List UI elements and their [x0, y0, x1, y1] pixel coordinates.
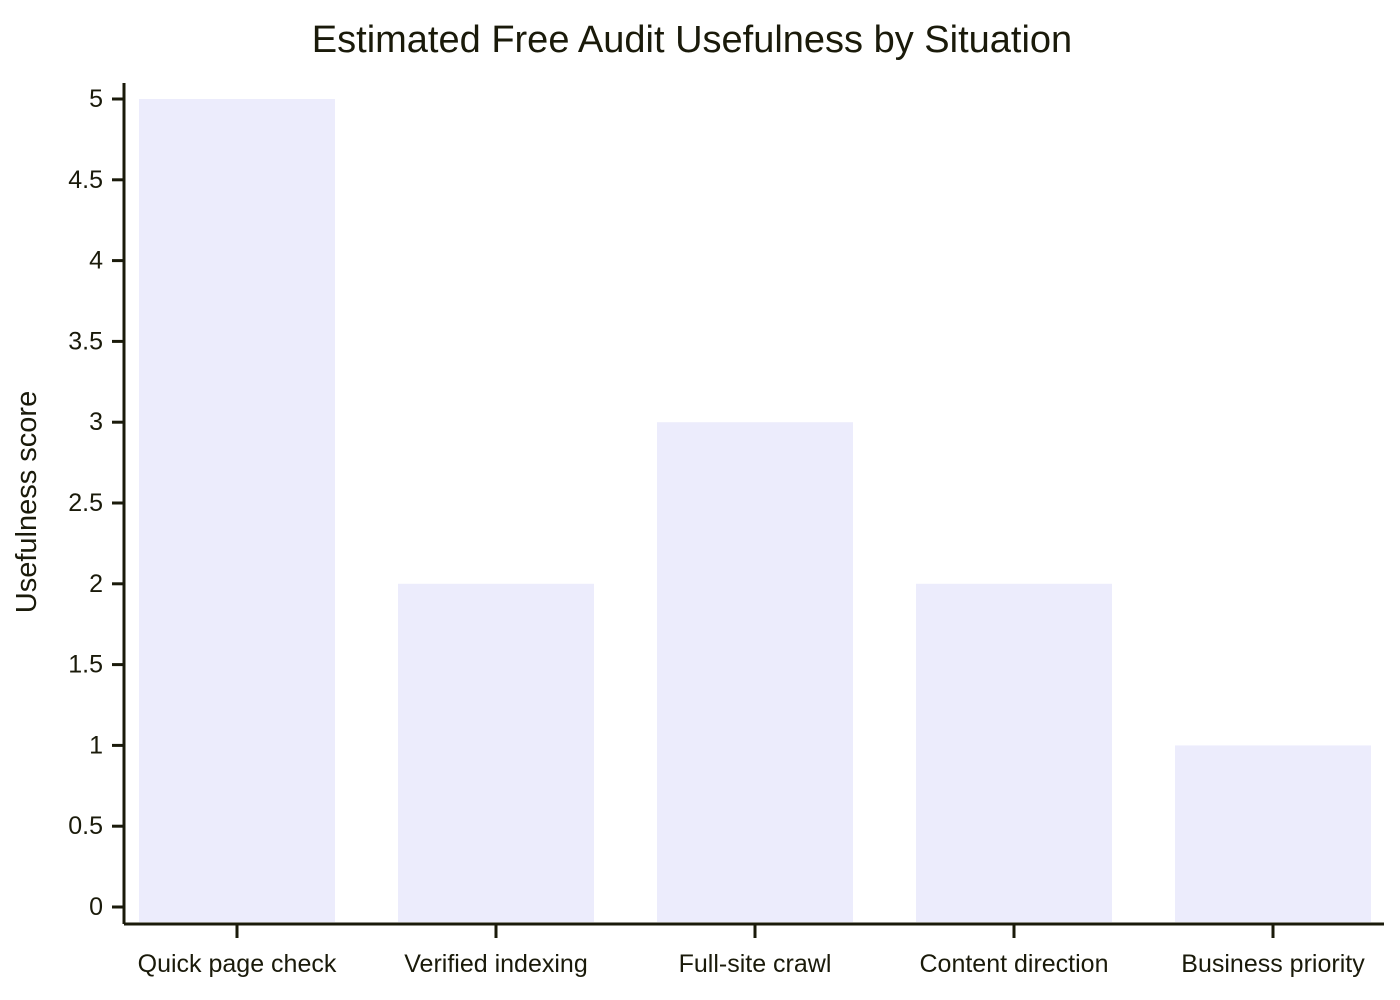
y-tick-label-5: 2.5 [68, 489, 103, 517]
y-tick-label-0: 0 [89, 893, 103, 921]
y-tick-label-1: 0.5 [68, 812, 103, 840]
y-axis-title: Usefulness score [11, 391, 43, 613]
x-tick-label-3: Content direction [919, 950, 1108, 978]
x-tick-label-4: Business priority [1181, 950, 1365, 978]
y-tick-label-10: 5 [89, 85, 103, 113]
x-axis-ticks: Quick page check Verified indexing Full-si… [138, 924, 1365, 978]
bar-4 [1175, 745, 1371, 922]
y-tick-label-6: 3 [89, 408, 103, 436]
y-tick-label-8: 4 [89, 247, 103, 275]
y-tick-label-7: 3.5 [68, 327, 103, 355]
bar-1 [398, 583, 594, 922]
bar-3 [916, 583, 1112, 922]
bar-0 [139, 99, 335, 922]
y-tick-label-3: 1.5 [68, 651, 103, 679]
y-tick-label-9: 4.5 [68, 166, 103, 194]
x-tick-label-2: Full-site crawl [679, 950, 832, 978]
x-tick-label-0: Quick page check [138, 950, 337, 978]
bar-2 [657, 422, 853, 922]
y-tick-label-4: 2 [89, 570, 103, 598]
y-axis-ticks: 0 0.5 1 1.5 2 2.5 3 3.5 4 4.5 5 [68, 85, 124, 921]
chart-title: Estimated Free Audit Usefulness by Situa… [312, 19, 1072, 61]
y-tick-label-2: 1 [89, 731, 103, 759]
x-tick-label-1: Verified indexing [404, 950, 587, 978]
bars-group [139, 99, 1371, 922]
